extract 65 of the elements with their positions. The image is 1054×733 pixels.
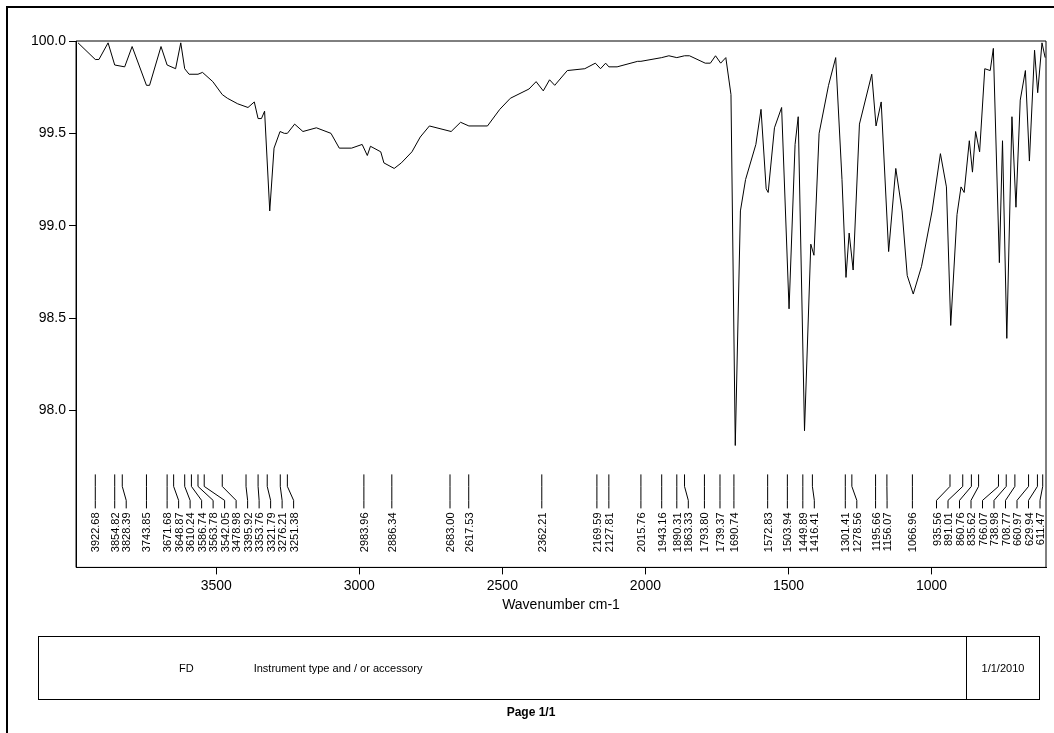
annotation: 1278.56 (850, 512, 863, 553)
annotation: 2169.59 (590, 512, 603, 553)
annotation: 2015.76 (634, 512, 647, 553)
annotation: 3610.24 (184, 512, 197, 553)
annotation: 1416.41 (808, 512, 821, 553)
annotation: 3251.38 (287, 512, 300, 553)
text: Instrument type and / or accessory (253, 662, 423, 674)
annotation: 629.94 (1022, 512, 1035, 547)
annotation: 935.56 (930, 512, 943, 547)
y-tick-label: 98.5 (38, 308, 67, 325)
annotation: 3586.74 (195, 512, 208, 553)
annotation: 1739.37 (714, 512, 726, 553)
x-axis-title: Wavenumber cm-1 (502, 596, 621, 613)
annotation: 1690.74 (727, 512, 740, 553)
x-tick-label: 3500 (200, 576, 233, 593)
annotation: 2362.21 (535, 512, 548, 553)
annotation: 3276.21 (276, 512, 289, 553)
annotation: 3854.82 (108, 512, 121, 553)
annotation: 3395.92 (241, 512, 254, 553)
annotation: 3542.05 (218, 512, 231, 553)
annotation: 1301.41 (839, 512, 852, 553)
annotation: 1503.94 (781, 512, 794, 553)
annotation: 1863.33 (682, 512, 695, 553)
annotation: 1066.96 (906, 512, 919, 553)
annotation: 3671.68 (161, 512, 174, 553)
annotation: 708.77 (999, 512, 1012, 547)
y-tick-label: 99.5 (38, 124, 67, 141)
annotation: 3922.68 (89, 512, 102, 553)
annotation: 3828.39 (120, 512, 133, 553)
annotation: 1195.66 (869, 512, 882, 552)
text: FD (179, 662, 194, 674)
annotation: 3563.78 (207, 512, 220, 553)
annotation: 860.76 (953, 512, 966, 547)
annotation: 835.62 (965, 512, 977, 547)
annotation: 1449.89 (796, 512, 809, 553)
text: Page 1/1 (505, 705, 557, 719)
annotation: 2983.96 (357, 512, 370, 553)
annotation: 1572.83 (761, 512, 774, 553)
x-tick-label: 3000 (343, 576, 376, 593)
text: 1/1/2010 (966, 637, 1039, 699)
annotation: 3478.98 (230, 512, 243, 553)
annotation: 611.47 (1034, 512, 1046, 546)
x-tick-label: 1500 (772, 576, 805, 593)
annotation: 891.01 (942, 512, 954, 547)
annotation: 3321.79 (264, 512, 277, 553)
annotation: 660.97 (1011, 512, 1023, 547)
annotation: 2683.00 (444, 512, 456, 553)
annotation: 3353.76 (253, 512, 266, 553)
y-tick-label: 98.0 (38, 401, 67, 418)
annotation: 2127.81 (602, 512, 615, 553)
annotation: 766.07 (976, 512, 989, 547)
y-tick-label: 99.0 (38, 216, 67, 233)
annotation: 3743.85 (140, 512, 153, 553)
annotation: 738.98 (988, 512, 1000, 547)
annotation: 3648.87 (172, 512, 185, 553)
x-tick-label: 2000 (629, 576, 662, 593)
y-tick-label: 100.0 (30, 31, 67, 48)
annotation: 1156.07 (881, 512, 894, 552)
x-tick-label: 2500 (486, 576, 519, 593)
annotation: 2617.53 (462, 512, 475, 553)
annotation: 1890.31 (670, 512, 683, 553)
x-tick-label: 1000 (915, 576, 948, 593)
annotation: 1793.80 (698, 512, 711, 553)
annotation: 2886.34 (385, 512, 398, 553)
annotation: 1943.16 (655, 512, 668, 553)
